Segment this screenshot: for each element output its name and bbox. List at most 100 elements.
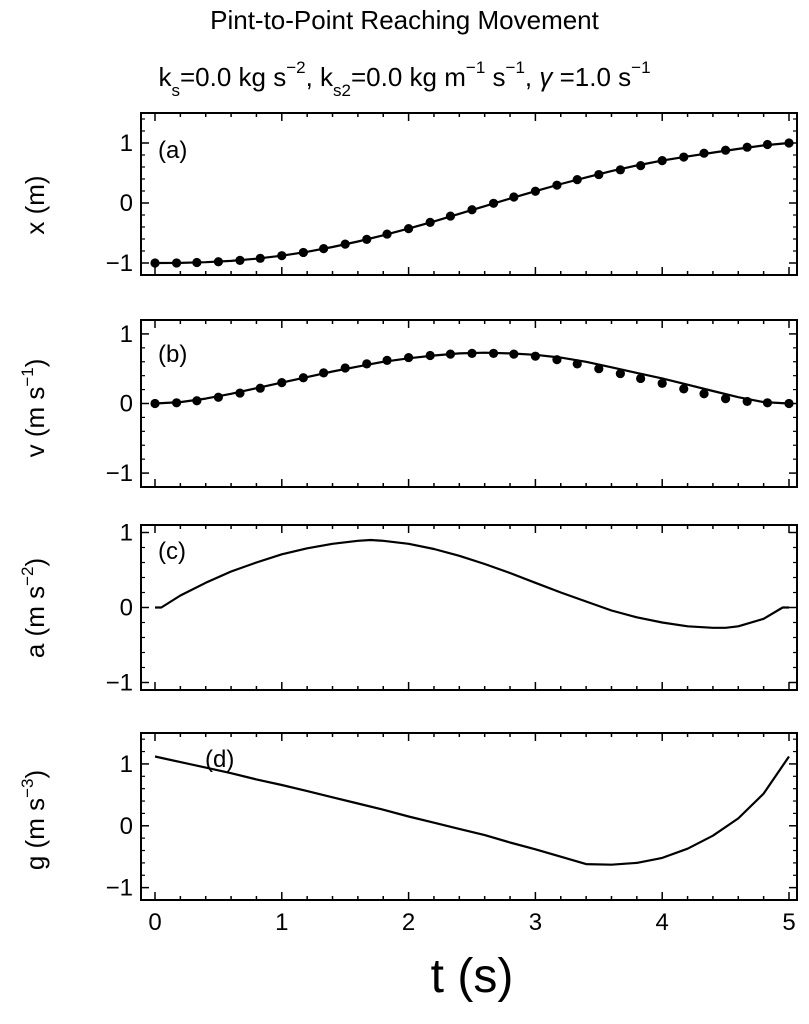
ks2-exponent-2: −1 [505, 58, 525, 78]
x-tick-label: 0 [148, 909, 161, 936]
data-point [277, 251, 287, 261]
data-point [235, 255, 245, 265]
data-point [509, 192, 519, 202]
ks2-unit-s: s [485, 62, 506, 92]
data-point [171, 398, 182, 408]
plot-frame [140, 319, 798, 488]
data-point [319, 244, 329, 254]
ks2-subscript: s2 [333, 81, 351, 101]
data-point [657, 378, 667, 388]
plot-frame [140, 112, 798, 276]
y-tick-label: 0 [120, 595, 133, 622]
y-tick-label: 0 [120, 190, 133, 217]
data-point [530, 351, 541, 361]
y-axis-label: v (m s−1) [18, 359, 50, 458]
data-point [572, 175, 582, 185]
y-axis-label: x (m) [20, 175, 50, 234]
chart-subtitle: ks=0.0 kg s−2, ks2=0.0 kg m−1 s−1, γ =1.… [0, 58, 809, 99]
data-point [277, 378, 287, 388]
y-tick-label: 0 [120, 813, 133, 840]
y-axis-label-text: v (m s [20, 387, 50, 458]
y-axis-label-text: g (m s [20, 798, 50, 870]
data-point [362, 234, 372, 244]
panel-2: −1 0 1 a (m s−2) (c) [18, 520, 798, 697]
plot-frame [140, 524, 798, 691]
data-point [340, 363, 350, 373]
series-line [155, 538, 789, 629]
panel-label: (b) [158, 341, 187, 368]
data-point [340, 239, 350, 249]
gamma-value: =1.0 s [552, 62, 632, 92]
panel-1: −1 0 1 v (m s−1) (b) [18, 319, 798, 488]
y-axis-label-close: ) [20, 558, 50, 567]
y-axis-label: a (m s−2) [18, 558, 50, 658]
y-tick-label: 1 [120, 321, 133, 348]
data-point [594, 364, 604, 374]
plot-frame [140, 732, 798, 901]
data-point [657, 156, 667, 166]
data-point [150, 258, 160, 268]
data-point [192, 396, 202, 406]
panel-label: (a) [158, 137, 187, 164]
panel-label: (c) [158, 538, 186, 565]
data-point [679, 384, 689, 394]
y-axis-label-close: ) [20, 770, 50, 779]
data-point [319, 368, 329, 378]
subtitle-separator: , [305, 62, 321, 92]
data-point [488, 198, 499, 208]
ks-symbol: k [158, 62, 172, 92]
y-tick-label: −1 [106, 460, 133, 487]
data-point [213, 257, 223, 267]
data-point [445, 349, 456, 359]
data-point [679, 152, 689, 162]
y-tick-label: −1 [106, 250, 133, 277]
data-point [150, 398, 160, 409]
gamma-symbol: γ [539, 62, 553, 92]
data-point [255, 383, 265, 393]
x-tick-label: 2 [402, 909, 415, 936]
data-point [615, 368, 625, 379]
y-axis-label-text: x (m) [20, 175, 50, 234]
y-tick-label: −1 [106, 670, 133, 697]
data-point [255, 253, 265, 263]
series-line [154, 351, 790, 405]
data-point [404, 224, 414, 234]
ks2-exponent-1: −1 [465, 58, 486, 78]
data-point [530, 186, 541, 196]
x-axis-label: t (s) [431, 950, 514, 1003]
data-point [636, 161, 646, 171]
x-tick-label: 4 [656, 909, 669, 936]
gamma-exponent: −1 [631, 58, 651, 78]
data-point [615, 165, 625, 175]
data-point [742, 396, 752, 407]
y-tick-label: 1 [120, 520, 133, 547]
data-point [784, 398, 794, 409]
ks2-value: =0.0 kg m [351, 62, 466, 92]
y-tick-label: 1 [120, 751, 133, 778]
data-point [425, 350, 435, 361]
y-axis-label-exponent: −2 [18, 567, 37, 586]
data-point [552, 180, 562, 190]
data-point [699, 148, 709, 158]
data-point [213, 392, 223, 402]
data-point [445, 211, 456, 221]
ks-exponent: −2 [286, 58, 306, 78]
data-point [404, 352, 414, 363]
ks-subscript: s [171, 81, 180, 101]
data-point [488, 348, 499, 358]
data-point [298, 373, 308, 383]
y-axis-label: g (m s−3) [18, 770, 50, 870]
data-point [742, 142, 752, 152]
data-point [552, 355, 562, 365]
data-point [467, 348, 477, 358]
y-axis-label-text: a (m s [20, 586, 50, 658]
x-tick-label: 3 [529, 909, 542, 936]
data-point [298, 247, 308, 258]
data-point [382, 229, 392, 239]
y-axis-label-exponent: −3 [18, 779, 37, 798]
ks2-symbol: k [320, 62, 334, 92]
y-tick-label: 0 [120, 391, 133, 418]
ks-value: =0.0 kg s [179, 62, 287, 92]
